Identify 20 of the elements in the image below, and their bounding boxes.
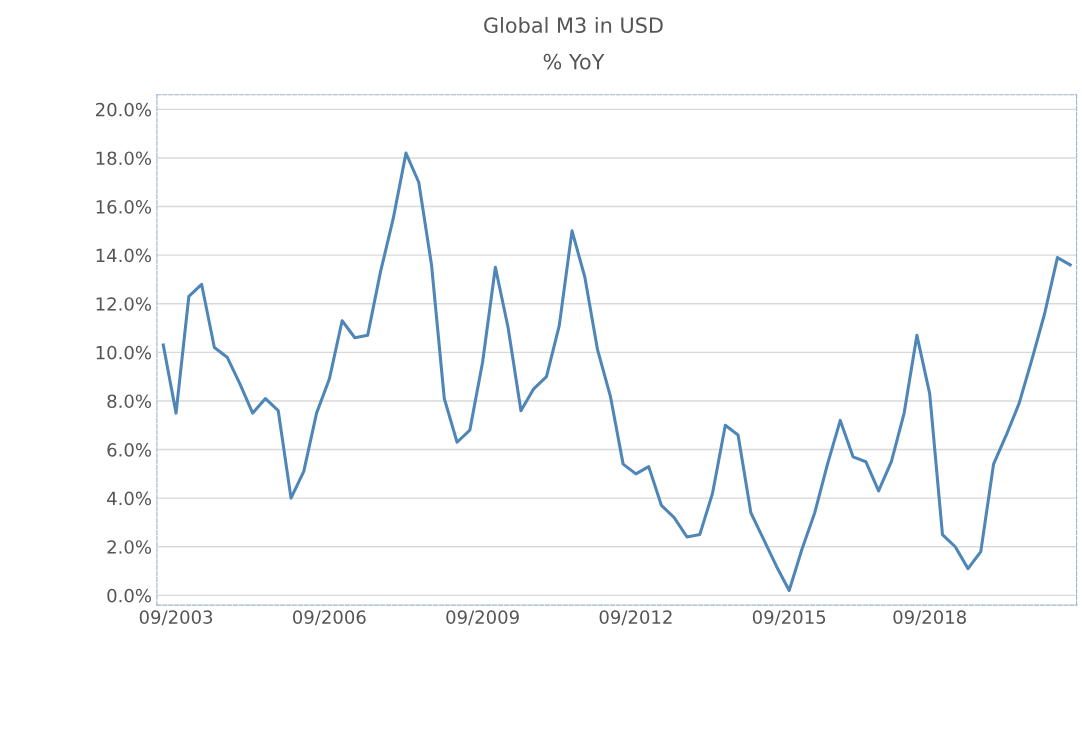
line-series <box>161 151 1072 593</box>
y-tick-label: 4.0% <box>107 491 152 506</box>
chart-title: Global M3 in USD <box>484 16 663 34</box>
y-tick-label: 12.0% <box>96 297 152 311</box>
y-tick-label: 18.0% <box>96 151 152 166</box>
x-tick-label: 09/2012 <box>599 610 672 626</box>
y-tick-label: 0.0% <box>107 588 152 603</box>
x-tick-label: 09/2003 <box>139 610 213 626</box>
x-tick-label: 09/2009 <box>446 610 519 626</box>
y-tick-label: 8.0% <box>107 394 152 409</box>
x-tick-label: 09/2006 <box>293 610 366 626</box>
y-tick-label: 20.0% <box>95 102 152 117</box>
chart-subtitle: % YoY <box>543 53 605 70</box>
y-tick-label: 6.0% <box>107 443 152 457</box>
x-tick-label: 09/2015 <box>752 610 826 626</box>
x-tick-label: 09/2018 <box>893 610 966 626</box>
y-tick-label: 14.0% <box>96 248 152 263</box>
y-tick-label: 10.0% <box>96 345 152 360</box>
y-tick-label: 16.0% <box>96 200 152 214</box>
y-tick-label: 2.0% <box>107 540 152 554</box>
